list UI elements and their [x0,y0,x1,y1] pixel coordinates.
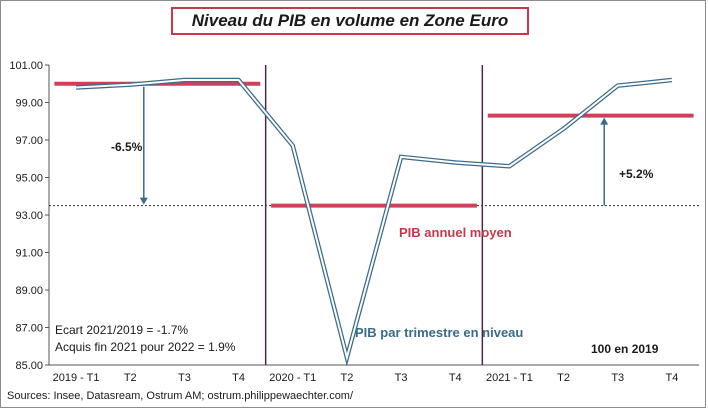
source-note: Sources: Insee, Datasream, Ostrum AM; os… [7,390,354,402]
series-line-outline [75,77,673,367]
x-tick-label: T3 [178,372,191,384]
x-tick-label: T2 [124,372,137,384]
series-group [75,77,673,367]
ecart-label: Ecart 2021/2019 = -1.7% [55,323,188,337]
y-tick-label: 85.00 [15,360,43,372]
x-tick-label: T4 [449,372,462,384]
rise-pct-label: +5.2% [619,167,654,181]
annual-average-label: PIB annuel moyen [399,225,512,240]
series-line-inner [76,79,673,362]
chart-title-box: Niveau du PIB en volume en Zone Euro [171,7,529,35]
x-tick-label: T4 [665,372,678,384]
y-tick-label: 89.00 [15,285,43,297]
x-tick-label: 2021 - T1 [486,372,533,384]
quarterly-level-label: PIB par trimestre en niveau [355,325,523,340]
rise-arrow-head [600,117,609,125]
y-tick-label: 87.00 [15,323,43,335]
y-tick-labels: 85.00 87.00 89.00 91.00 93.00 95.00 97.00 99.00… [9,60,43,372]
x-tick-label: 2019 - T1 [53,372,100,384]
arrows-group [139,86,609,206]
x-tick-label: T4 [232,372,245,384]
y-tick-label: 99.00 [15,98,43,110]
y-tick-label: 91.00 [15,248,43,260]
x-tick-labels: 2019 - T1 T2 T3 T4 2020 - T1 T2 T3 T4 2021 - T1 T… [53,372,679,384]
y-tick-label: 95.00 [15,173,43,185]
x-tick-label: T3 [395,372,408,384]
y-tick-label: 93.00 [15,210,43,222]
y-tick-label: 97.00 [15,135,43,147]
x-tick-label: T2 [557,372,570,384]
x-tick-label: T3 [611,372,624,384]
x-tick-label: T2 [340,372,353,384]
x-tick-label: 2020 - T1 [269,372,316,384]
acquis-label: Acquis fin 2021 pour 2022 = 1.9% [55,340,236,354]
drop-pct-label: -6.5% [111,140,143,154]
year-dividers [264,65,484,365]
y-tick-label: 101.00 [9,60,43,72]
axes [45,64,699,366]
drop-arrow-head [139,197,148,205]
base-note-label: 100 en 2019 [591,342,659,356]
chart-title: Niveau du PIB en volume en Zone Euro [191,11,509,30]
